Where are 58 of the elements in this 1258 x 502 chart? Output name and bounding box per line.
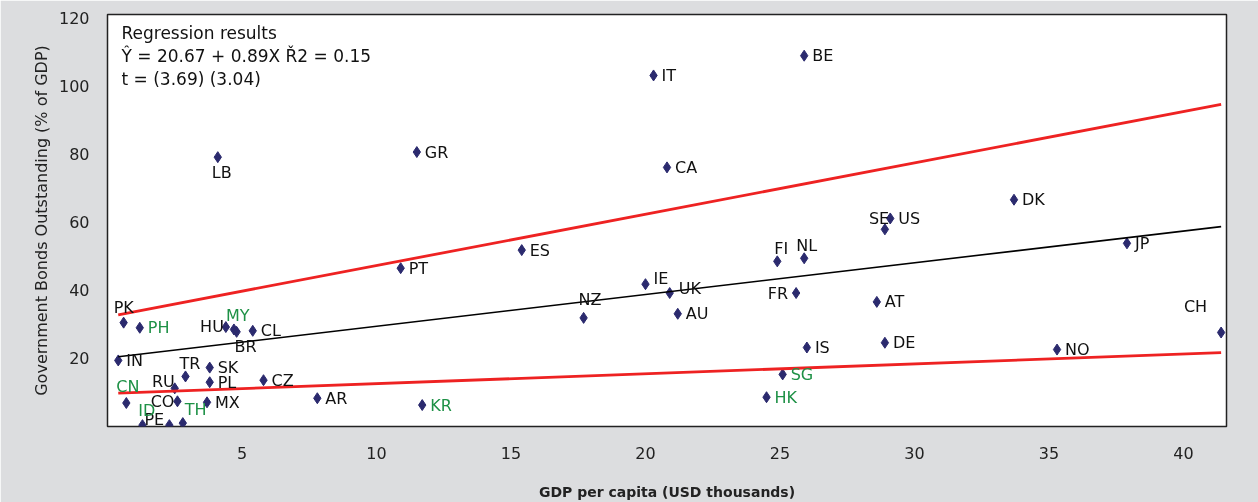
annotation: Regression results [121,22,277,43]
data-label: AT [884,292,905,312]
data-label: DE [892,333,916,353]
annotation: Ŷ = 20.67 + 0.89X Ř2 = 0.15 [120,44,372,66]
y-tick-label: 120 [58,8,90,28]
data-label: HU [200,316,224,336]
x-tick-label: 40 [1173,443,1194,463]
data-label: MY [225,305,250,325]
y-tick-label: 60 [69,213,90,233]
x-tick-label: 20 [635,443,656,463]
x-tick-label: 5 [236,443,248,463]
data-label: PH [147,318,170,338]
data-label: RU [151,371,175,391]
data-label: SG [790,364,814,384]
data-label: HK [774,387,798,407]
data-label: PK [113,298,135,318]
y-axis-title: Government Bonds Outstanding (% of GDP) [31,45,51,396]
data-label: PL [217,372,237,392]
data-label: CL [260,321,281,341]
x-tick-label: 15 [500,443,522,463]
data-label: FI [774,238,789,258]
x-tick-label: 25 [769,443,791,463]
data-label: KR [430,395,452,415]
data-label: AU [685,304,709,324]
data-label: DK [1022,190,1046,210]
data-label: CN [116,376,140,396]
data-label: FR [767,283,789,303]
y-tick-label: 20 [69,349,90,369]
data-label: BR [234,337,257,357]
data-label: AR [325,388,348,408]
data-label: PT [408,258,429,278]
annotation: t = (3.69) (3.04) [121,68,261,89]
data-label: GR [424,142,449,162]
x-tick-label: 30 [904,443,925,463]
data-label: JP [1133,233,1150,253]
y-tick-label: 80 [69,145,90,165]
data-label: NO [1065,340,1090,360]
data-label: CH [1183,297,1208,317]
data-label: BE [812,46,834,66]
data-label: IS [814,338,830,357]
x-tick-label: 10 [366,443,387,463]
data-label: MX [215,392,240,412]
y-tick-label: 40 [69,281,90,301]
data-label: LB [211,162,232,182]
data-label: CZ [271,370,294,390]
data-label: TH [183,399,207,419]
data-label: CA [675,157,698,177]
data-label: ES [529,240,551,260]
x-tick-label: 35 [1038,443,1060,463]
data-label: IT [661,65,677,85]
data-label: SE [868,208,890,228]
data-label: US [898,208,921,228]
data-label: IN [126,350,143,370]
data-label: TR [178,353,201,373]
data-label: IE [653,268,669,288]
data-label: NL [796,235,818,255]
x-axis-title: GDP per capita (USD thousands) [538,483,796,500]
y-tick-label: 100 [58,77,90,96]
